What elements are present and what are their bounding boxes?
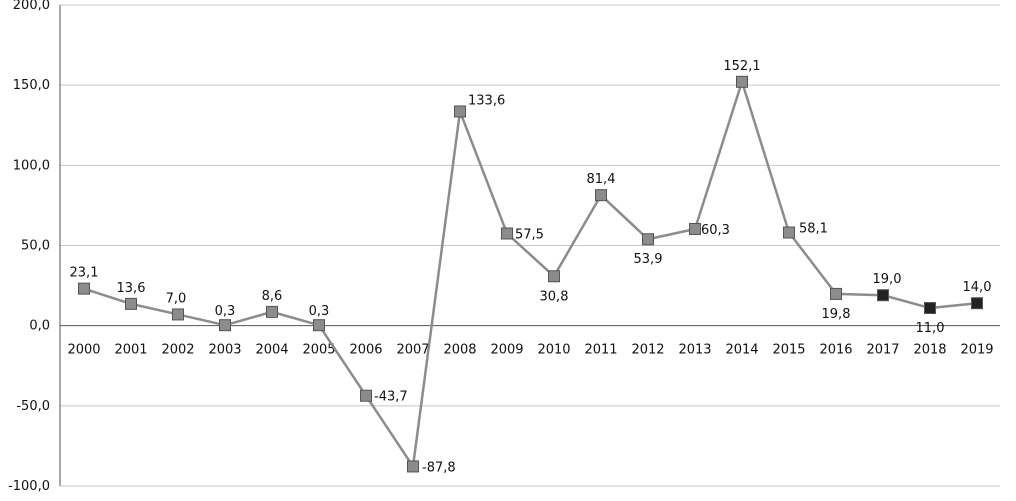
x-tick-label: 2012 [631, 343, 664, 358]
x-tick-label: 2017 [866, 343, 899, 358]
data-point-marker [78, 282, 90, 295]
data-point-marker [360, 389, 372, 402]
series-line [83, 80, 978, 468]
data-label: 0,3 [309, 304, 330, 319]
y-tick-label: 100,0 [13, 158, 50, 173]
x-tick-label: 2010 [537, 343, 570, 358]
data-label: 152,1 [723, 59, 760, 74]
data-point-marker [877, 289, 889, 302]
y-axis: -100,0 -50,0 0,0 50,0 100,0 150,0 200,0 [8, 0, 61, 494]
data-point-marker [595, 189, 607, 202]
series-markers [78, 75, 983, 473]
data-label: 7,0 [166, 291, 187, 306]
x-tick-label: 2009 [490, 343, 523, 358]
y-tick-label: -50,0 [16, 399, 50, 414]
y-tick-label: -100,0 [8, 479, 50, 494]
data-point-marker [924, 302, 936, 315]
y-tick-label: 150,0 [13, 78, 50, 93]
data-point-marker [219, 319, 231, 332]
data-point-marker [172, 308, 184, 321]
data-point-marker [689, 222, 701, 235]
data-label: 133,6 [468, 93, 505, 108]
data-labels: 23,1 13,6 7,0 0,3 8,6 0,3 -43,7 -87,8 133,6 57,5 3… [70, 59, 992, 476]
data-point-marker [125, 297, 137, 310]
x-tick-label: 2002 [161, 343, 194, 358]
x-tick-label: 2000 [67, 343, 100, 358]
data-label: 0,3 [215, 304, 236, 319]
x-tick-label: 2015 [772, 343, 805, 358]
gridlines [60, 4, 1000, 487]
data-label: 14,0 [963, 280, 992, 295]
data-point-marker [783, 226, 795, 239]
data-point-marker [407, 460, 419, 473]
x-tick-label: 2001 [114, 343, 147, 358]
data-point-marker [736, 75, 748, 88]
x-tick-label: 2006 [349, 343, 382, 358]
x-tick-label: 2004 [255, 343, 288, 358]
data-label: 23,1 [70, 266, 99, 281]
data-point-marker [642, 233, 654, 246]
x-tick-label: 2008 [443, 343, 476, 358]
data-point-marker [454, 105, 466, 118]
y-tick-label: 0,0 [29, 319, 50, 334]
x-tick-label: 2011 [584, 343, 617, 358]
x-tick-label: 2019 [960, 343, 993, 358]
x-tick-label: 2003 [208, 343, 241, 358]
data-label: 11,0 [916, 321, 945, 336]
data-label: 81,4 [587, 172, 616, 187]
x-tick-label: 2005 [302, 343, 335, 358]
data-point-marker [971, 297, 983, 310]
data-point-marker [830, 287, 842, 300]
data-label: 19,0 [873, 272, 902, 287]
x-tick-label: 2016 [819, 343, 852, 358]
data-label: 53,9 [634, 252, 663, 267]
data-label: 8,6 [262, 289, 283, 304]
y-tick-label: 200,0 [13, 0, 50, 13]
data-label: 57,5 [515, 227, 544, 242]
series-line-path [83, 80, 978, 468]
x-tick-label: 2018 [913, 343, 946, 358]
x-tick-label: 2014 [725, 343, 758, 358]
y-tick-label: 50,0 [21, 239, 50, 254]
data-label: 13,6 [117, 281, 146, 296]
data-point-marker [313, 319, 325, 332]
data-label: 58,1 [799, 222, 828, 237]
data-label: 60,3 [701, 223, 730, 238]
data-label: -87,8 [422, 460, 456, 475]
data-label: -43,7 [374, 390, 408, 405]
data-label: 19,8 [822, 307, 851, 322]
x-tick-label: 2007 [396, 343, 429, 358]
x-tick-label: 2013 [678, 343, 711, 358]
data-point-marker [266, 305, 278, 318]
x-axis: 2000 2001 2002 2003 2004 2005 2006 2007 2008 2009… [67, 343, 993, 358]
data-point-marker [548, 270, 560, 283]
data-point-marker [501, 227, 513, 240]
data-label: 30,8 [540, 289, 569, 304]
